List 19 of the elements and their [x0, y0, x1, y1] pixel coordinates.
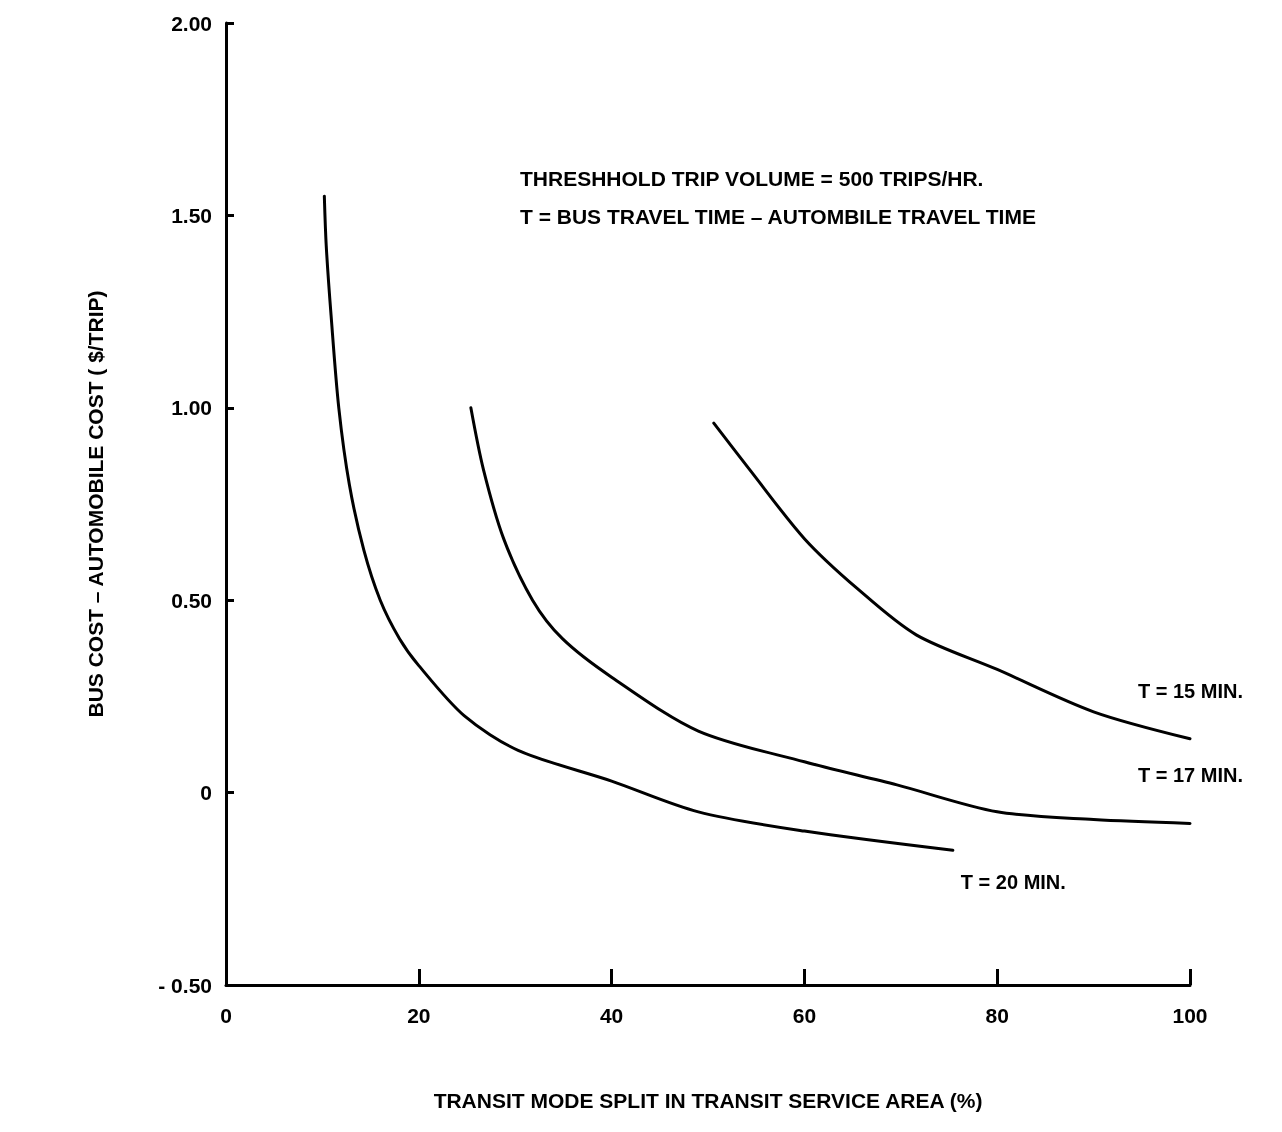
series-label: T = 17 MIN. — [1137, 764, 1243, 787]
x-tick-label: 20 — [407, 1004, 431, 1027]
y-tick-label: 1.50 — [171, 203, 212, 227]
y-axis-title: BUS COST – AUTOMOBILE COST ( $/TRIP) — [84, 290, 107, 718]
annotation: THRESHHOLD TRIP VOLUME = 500 TRIPS/HR. — [520, 167, 984, 190]
x-tick-label: 0 — [220, 1004, 232, 1027]
x-tick-label: 100 — [1172, 1004, 1208, 1027]
x-tick-label: 80 — [985, 1004, 1009, 1027]
series-label: T = 15 MIN. — [1137, 679, 1243, 702]
series-label: T = 20 MIN. — [960, 871, 1066, 894]
y-tick-label: 1.00 — [171, 396, 212, 420]
y-tick-label: 2.00 — [171, 11, 212, 35]
y-tick-label: 0 — [200, 781, 212, 805]
y-tick-label: - 0.50 — [158, 973, 212, 997]
annotation: T = BUS TRAVEL TIME – AUTOMBILE TRAVEL TIME — [520, 205, 1036, 228]
x-tick-label: 40 — [599, 1004, 624, 1027]
x-axis-title: TRANSIT MODE SPLIT IN TRANSIT SERVICE AREA (%) — [433, 1089, 983, 1112]
y-tick-label: 0.50 — [171, 588, 212, 612]
x-tick-label: 60 — [792, 1004, 817, 1027]
